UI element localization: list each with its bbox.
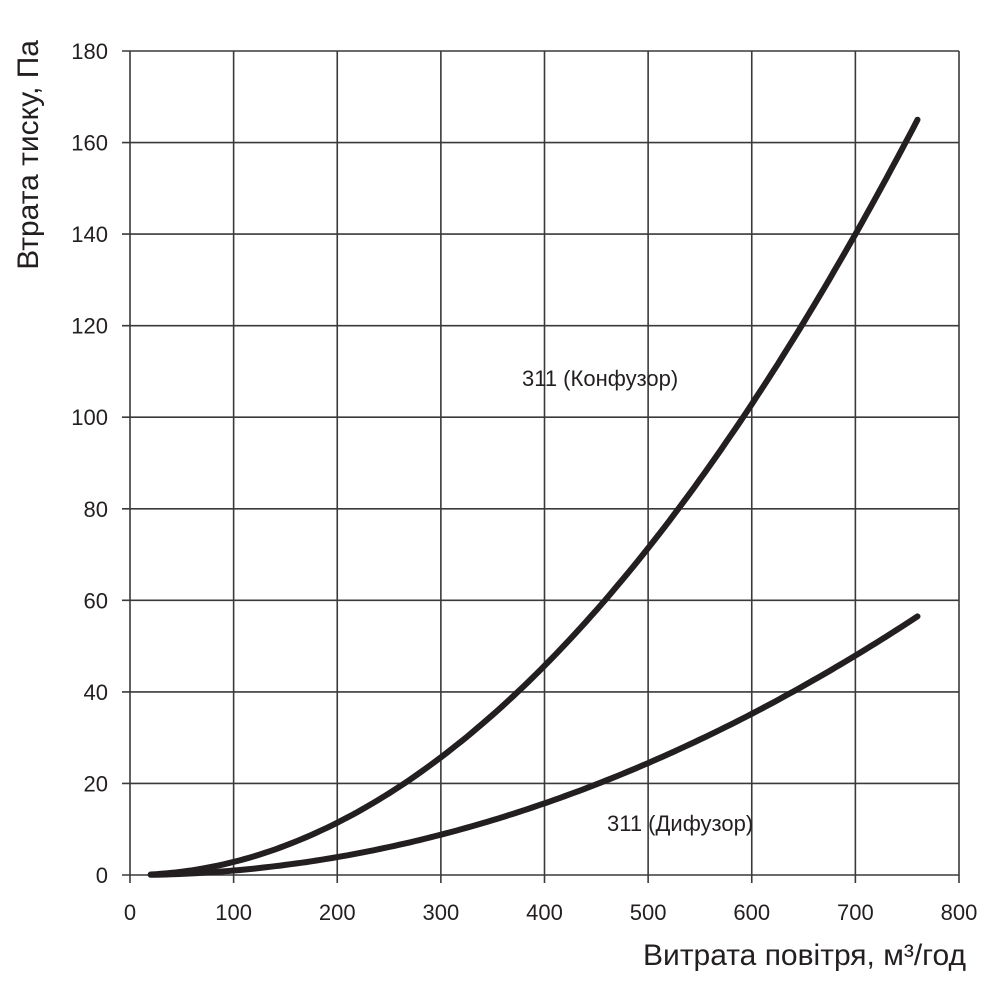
y-tick-label: 100: [71, 405, 108, 430]
y-tick-label: 20: [84, 771, 108, 796]
y-axis-label: Втрата тиску, Па: [12, 40, 45, 270]
y-tick-label: 60: [84, 588, 108, 613]
y-tick-label: 140: [71, 222, 108, 247]
series-line-konfuzor: [147, 116, 921, 878]
y-tick-labels: 0 20 40 60 80 100 120 140 160 180: [71, 39, 108, 888]
series-lines: [147, 116, 921, 878]
series-label-difuzor: 311 (Дифузор): [607, 811, 753, 836]
x-tick-label: 500: [630, 900, 667, 925]
x-tick-label: 100: [215, 900, 252, 925]
x-tick-label: 800: [941, 900, 978, 925]
y-tick-label: 80: [84, 497, 108, 522]
y-tick-label: 0: [96, 863, 108, 888]
x-tick-label: 600: [733, 900, 770, 925]
x-axis-label: Витрата повітря, м³/год: [643, 939, 966, 972]
grid: [122, 50, 960, 883]
x-tick-label: 400: [526, 900, 563, 925]
series-line-difuzor: [147, 613, 921, 878]
y-tick-label: 180: [71, 39, 108, 64]
y-tick-label: 40: [84, 680, 108, 705]
x-tick-label: 300: [423, 900, 460, 925]
y-tick-label: 120: [71, 314, 108, 339]
x-tick-labels: 0 100 200 300 400 500 600 700 800: [124, 900, 977, 925]
x-tick-label: 700: [837, 900, 874, 925]
x-tick-label: 0: [124, 900, 136, 925]
x-tick-label: 200: [319, 900, 356, 925]
series-label-konfuzor: 311 (Конфузор): [522, 366, 678, 391]
y-tick-label: 160: [71, 131, 108, 156]
